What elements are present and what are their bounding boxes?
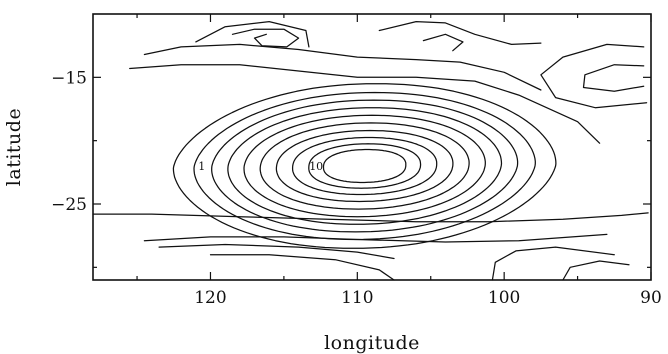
streamline bbox=[209, 254, 395, 281]
contour-loop bbox=[243, 114, 486, 218]
contour-loop bbox=[259, 122, 470, 210]
x-tick-label: 100 bbox=[488, 288, 520, 308]
streamline bbox=[129, 64, 601, 144]
contour-label: 10 bbox=[309, 160, 323, 173]
streamline bbox=[231, 28, 300, 48]
y-axis: −15 −25 bbox=[51, 68, 651, 268]
streamline bbox=[143, 43, 542, 91]
contour-loop bbox=[227, 107, 503, 225]
contour-label: 1 bbox=[198, 160, 205, 173]
x-tick-label: 90 bbox=[640, 288, 662, 308]
contour-loop bbox=[308, 143, 422, 189]
y-tick-label: −15 bbox=[51, 68, 87, 88]
contour-loop bbox=[322, 148, 407, 184]
x-axis-label: longitude bbox=[324, 332, 420, 354]
y-tick-label: −25 bbox=[51, 195, 87, 215]
streamline bbox=[158, 243, 395, 260]
plot-area: 1 10 bbox=[92, 20, 649, 281]
streamline bbox=[378, 20, 542, 46]
contour-loop bbox=[211, 99, 519, 233]
streamline bbox=[422, 33, 464, 52]
contour-loop bbox=[275, 129, 454, 203]
streamline bbox=[540, 43, 648, 109]
contour-loop bbox=[193, 91, 536, 241]
streamline bbox=[143, 233, 608, 243]
x-tick-label: 110 bbox=[341, 288, 373, 308]
streamline bbox=[491, 246, 615, 281]
streamline bbox=[582, 64, 645, 92]
x-axis: 120 110 100 90 bbox=[136, 14, 662, 308]
streamline bbox=[562, 260, 630, 281]
contour-loop bbox=[172, 83, 557, 249]
x-tick-label: 120 bbox=[194, 288, 226, 308]
plot-frame bbox=[92, 13, 652, 281]
streamline bbox=[92, 212, 649, 223]
contour-loop bbox=[291, 136, 438, 196]
y-axis-label: latitude bbox=[3, 108, 25, 186]
streamline bbox=[195, 20, 310, 48]
